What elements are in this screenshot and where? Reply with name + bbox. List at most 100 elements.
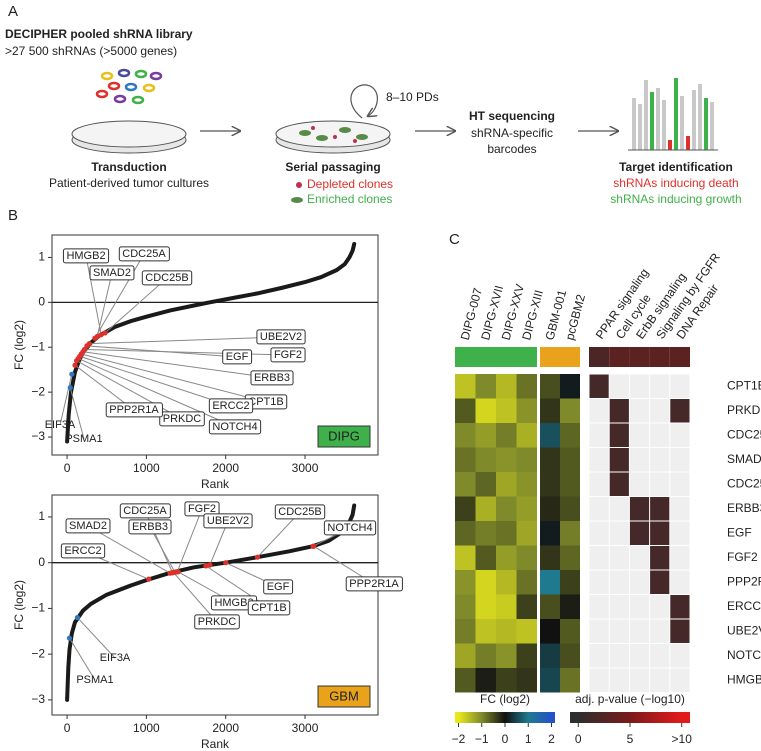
gene-label-box bbox=[194, 614, 240, 630]
step-text: shRNA-specific bbox=[471, 126, 553, 140]
empty-cell bbox=[629, 423, 650, 447]
colorbar-title: adj. p-value (−log10) bbox=[575, 692, 685, 706]
heat-cell bbox=[540, 643, 560, 668]
colorbar-title: FC (log2) bbox=[480, 692, 530, 706]
dish bbox=[275, 120, 391, 154]
gene-label-box bbox=[128, 519, 172, 535]
heat-cell bbox=[516, 374, 537, 399]
y-axis-label: FC (log2) bbox=[12, 320, 26, 370]
empty-cell bbox=[670, 497, 690, 521]
gene-label-box bbox=[323, 520, 377, 536]
column-group-bar bbox=[475, 347, 496, 367]
pathway-cell bbox=[629, 521, 650, 545]
empty-cell bbox=[670, 472, 690, 496]
pathway-cell bbox=[670, 595, 690, 619]
pathway-cell bbox=[650, 497, 670, 521]
bar-icon bbox=[628, 78, 718, 151]
empty-cell bbox=[670, 570, 690, 594]
legend-text: shRNAs inducing death bbox=[613, 176, 738, 190]
gene-label-box bbox=[118, 246, 170, 262]
x-tick-label: 1000 bbox=[133, 721, 160, 735]
gene-label: UBE2V2 bbox=[260, 331, 302, 343]
gene-label-box bbox=[62, 248, 110, 264]
empty-cell bbox=[609, 521, 629, 545]
gene-label: PRKDC bbox=[163, 413, 202, 425]
heat-cell bbox=[475, 374, 496, 399]
heat-cell bbox=[475, 570, 496, 595]
gene-label-box bbox=[208, 419, 262, 435]
group-tag-label: GBM bbox=[329, 688, 359, 703]
heat-cell bbox=[496, 472, 517, 497]
empty-cell bbox=[670, 668, 690, 692]
empty-cell bbox=[609, 546, 629, 570]
gene-label: EGF bbox=[226, 351, 249, 363]
empty-cell bbox=[609, 570, 629, 594]
gene-label: NOTCH4 bbox=[212, 421, 257, 433]
empty-cell bbox=[609, 374, 629, 398]
pathway-header-cell bbox=[669, 347, 690, 367]
gene-label: ERCC2 bbox=[212, 400, 249, 412]
heat-cell bbox=[496, 619, 517, 644]
colorbar-tick-label: 5 bbox=[627, 732, 634, 746]
pathway-header-cell bbox=[609, 347, 630, 367]
group-tag bbox=[317, 425, 371, 448]
gene-label-box bbox=[247, 600, 291, 616]
highlight-point bbox=[311, 543, 317, 549]
gene-label: HMGB2 bbox=[66, 250, 105, 262]
step-title: Serial passaging bbox=[285, 160, 380, 174]
empty-cell bbox=[589, 521, 609, 545]
empty-cell bbox=[589, 595, 609, 619]
row-label: UBE2V2 bbox=[727, 623, 761, 637]
empty-cell bbox=[650, 644, 670, 668]
passage-label: 8–10 PDs bbox=[386, 90, 439, 104]
heat-cell bbox=[540, 423, 560, 448]
x-tick-label: 2000 bbox=[212, 461, 239, 475]
leader-line bbox=[85, 255, 102, 335]
empty-cell bbox=[650, 448, 670, 472]
heat-cell bbox=[455, 423, 476, 448]
y-tick-label: −1 bbox=[31, 601, 45, 615]
leader-line bbox=[79, 355, 232, 407]
y-tick-label: 1 bbox=[38, 250, 45, 264]
heat-cell bbox=[496, 570, 517, 595]
gene-label: EIF3A bbox=[45, 419, 76, 431]
heat-cell bbox=[560, 472, 580, 497]
plot-frame bbox=[51, 234, 379, 456]
dish bbox=[71, 120, 187, 154]
pathway-cell bbox=[609, 423, 629, 447]
y-tick-label: −1 bbox=[31, 339, 45, 353]
gene-label: SMAD2 bbox=[93, 267, 131, 279]
gene-label-box bbox=[270, 347, 306, 363]
heat-cell bbox=[455, 496, 476, 521]
heat-cell bbox=[496, 668, 517, 693]
gene-label-box bbox=[203, 513, 253, 529]
leader-line bbox=[76, 360, 183, 420]
colorbar bbox=[570, 712, 690, 723]
empty-cell bbox=[609, 619, 629, 643]
empty-cell bbox=[609, 668, 629, 692]
heat-cell bbox=[455, 570, 476, 595]
row-label: PRKDC bbox=[727, 403, 761, 417]
heat-cell bbox=[455, 643, 476, 668]
heat-cell bbox=[516, 398, 537, 423]
group-tag-label: DIPG bbox=[328, 428, 360, 443]
empty-cell bbox=[589, 546, 609, 570]
pathway-cell bbox=[629, 497, 650, 521]
pathway-header-cell bbox=[629, 347, 650, 367]
empty-cell bbox=[670, 644, 690, 668]
gene-label: CDC25B bbox=[278, 506, 321, 518]
empty-cell bbox=[629, 619, 650, 643]
row-label: PPP2R1A bbox=[727, 574, 761, 588]
empty-cell bbox=[670, 423, 690, 447]
gene-label: HMGB2 bbox=[214, 597, 253, 609]
heat-cell bbox=[516, 643, 537, 668]
gene-label-box bbox=[256, 329, 306, 345]
colorbar bbox=[455, 712, 555, 723]
heat-cell bbox=[560, 570, 580, 595]
column-group-bar bbox=[540, 347, 560, 367]
row-label: SMAD2 bbox=[727, 452, 761, 466]
library-subtitle: >27 500 shRNAs (>5000 genes) bbox=[5, 44, 177, 58]
pathway-cell bbox=[670, 619, 690, 643]
x-axis-label: Rank bbox=[201, 477, 230, 491]
legend-text: Depleted clones bbox=[307, 177, 393, 191]
